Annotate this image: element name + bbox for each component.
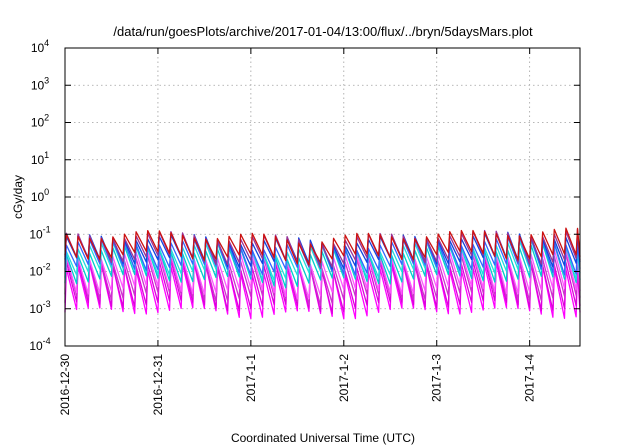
x-tick-label: 2017-1-1 — [244, 354, 258, 402]
series-layer — [64, 227, 581, 320]
y-axis-label: cGy/day — [11, 175, 25, 219]
y-tick-label: 10-1 — [29, 224, 50, 241]
series-line — [64, 227, 581, 266]
y-tick-label: 10-4 — [29, 336, 50, 353]
y-tick-label: 10-3 — [29, 299, 50, 316]
x-axis-label: Coordinated Universal Time (UTC) — [231, 431, 415, 445]
chart-title: /data/run/goesPlots/archive/2017-01-04/1… — [113, 24, 533, 39]
x-tick-label: 2016-12-30 — [58, 354, 72, 416]
y-axis-ticks: 10-4 10-3 10-2 10-1 100 101 102 103 104 — [29, 38, 580, 353]
y-tick-label: 104 — [31, 38, 49, 55]
y-tick-label: 10-2 — [29, 262, 50, 279]
y-tick-label: 103 — [31, 75, 49, 92]
y-tick-label: 101 — [31, 150, 49, 167]
x-tick-label: 2017-1-4 — [523, 354, 537, 402]
grid-lines — [65, 48, 580, 346]
x-axis-ticks: 2016-12-30 2016-12-31 2017-1-1 2017-1-2 2017… — [58, 48, 537, 415]
x-tick-label: 2016-12-31 — [151, 354, 165, 416]
x-tick-label: 2017-1-3 — [430, 354, 444, 402]
series-line — [64, 257, 581, 314]
x-tick-label: 2017-1-2 — [337, 354, 351, 402]
y-tick-label: 102 — [31, 113, 49, 130]
y-tick-label: 100 — [31, 187, 49, 204]
